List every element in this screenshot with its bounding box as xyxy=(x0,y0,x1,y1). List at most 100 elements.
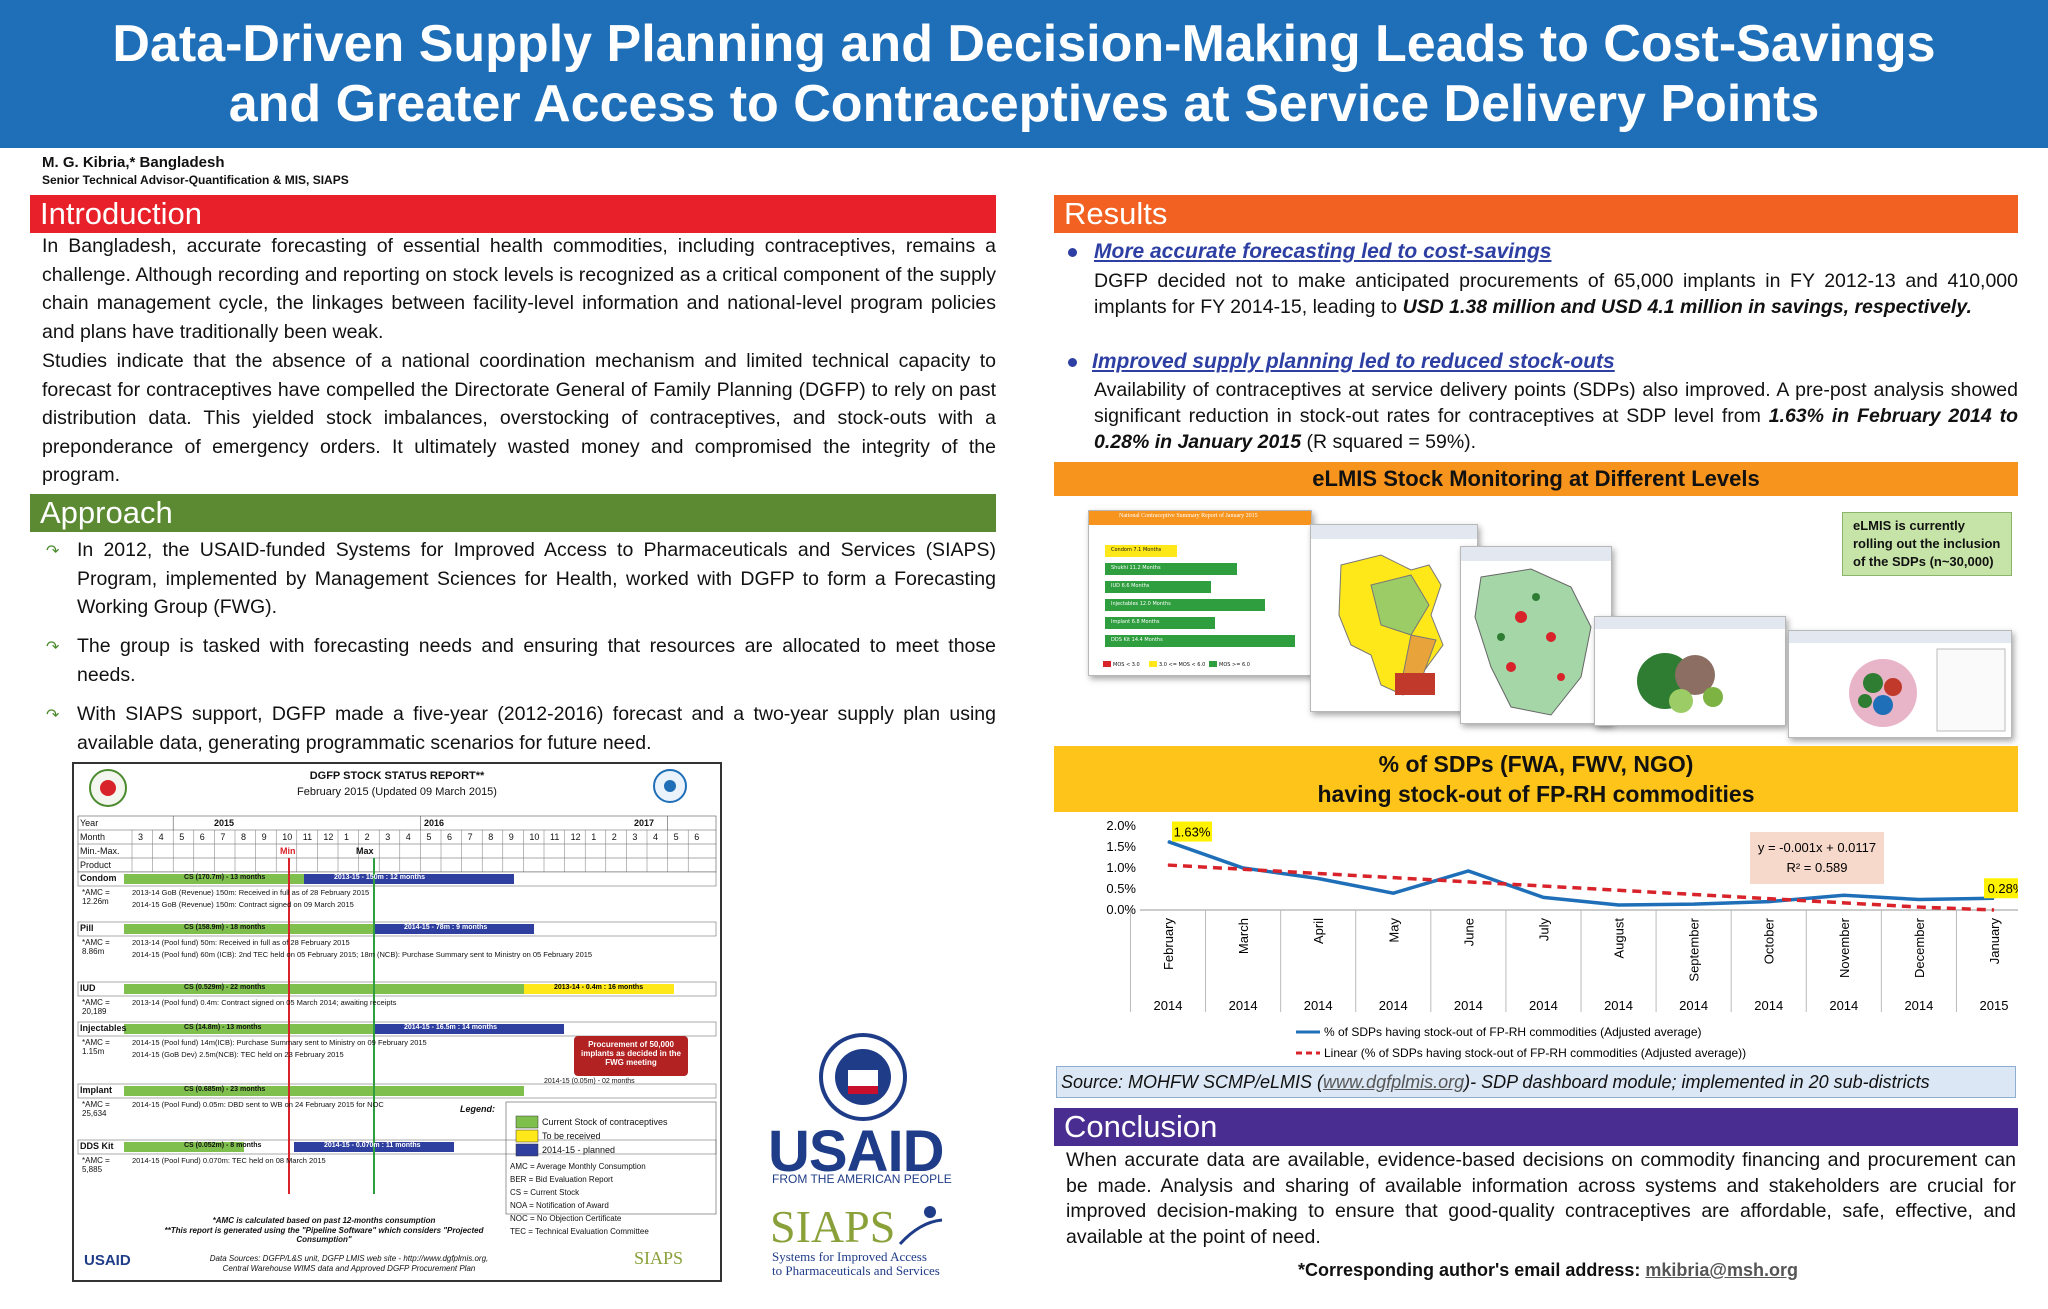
poster-title-banner: Data-Driven Supply Planning and Decision… xyxy=(0,0,2048,148)
x-year-label: 2014 xyxy=(1454,998,1483,1013)
elmis-bar-shukhi: Shukhi 11.2 Months xyxy=(1111,565,1161,571)
data-point xyxy=(1317,878,1319,879)
product-name: IUD xyxy=(80,983,96,993)
y-tick-label: 1.5% xyxy=(1106,839,1136,854)
x-tick-label: June xyxy=(1461,918,1476,946)
stockout-line-chart: 2.0% 1.5% 1.0% 0.5% 0.0% February 2014 March 20… xyxy=(1054,812,2018,1066)
stock-report-title: DGFP STOCK STATUS REPORT** xyxy=(309,770,485,782)
year-2015: 2015 xyxy=(214,818,235,828)
conclusion-text: When accurate data are available, eviden… xyxy=(1066,1149,2016,1248)
x-tick-label: August xyxy=(1612,918,1627,959)
data-sources: Data Sources: DGFP/L&S unit, DGFP LMIS w… xyxy=(209,1254,489,1263)
month-label: 7 xyxy=(467,832,473,842)
min-marker: Min xyxy=(280,846,296,856)
results-b2-tail: (R squared = 59%). xyxy=(1301,431,1477,453)
amc-value: *AMC = 25,634 xyxy=(82,1100,110,1118)
last-value-badge xyxy=(1984,878,2018,899)
author-email-link[interactable]: mkibria@msh.org xyxy=(1645,1260,1798,1280)
results-bullet-dot-1 xyxy=(1068,248,1077,257)
chart-subtitle: having stock-out of FP-RH commodities xyxy=(1317,781,1755,807)
month-label: 4 xyxy=(158,832,164,842)
row-label-product: Product xyxy=(80,860,112,870)
elmis-legend-yellow: 3.0 <= MOS < 6.0 xyxy=(1159,662,1206,668)
y-tick-label: 2.0% xyxy=(1106,818,1136,833)
arrow-bullet-icon: ↷ xyxy=(46,639,60,656)
data-point xyxy=(1993,909,1995,911)
abbrev-cs: CS = Current Stock xyxy=(510,1188,580,1197)
chart-title-bar: % of SDPs (FWA, FWV, NGO) having stock-o… xyxy=(1054,746,2018,812)
data-point xyxy=(1467,881,1469,883)
month-label: 10 xyxy=(529,832,540,842)
poster-title-line-2: and Greater Access to Contraceptives at … xyxy=(228,75,1820,133)
month-label: 9 xyxy=(261,832,267,842)
month-label: 5 xyxy=(179,832,185,842)
elmis-bubble-graphic xyxy=(1595,617,1785,713)
legend-planned: 2014-15 - planned xyxy=(542,1145,616,1155)
month-label: 4 xyxy=(653,832,659,842)
x-year-label: 2014 xyxy=(1304,998,1333,1013)
current-stock-bar xyxy=(124,1142,244,1152)
month-label: 2 xyxy=(611,832,617,842)
legend-to-be-received: To be received xyxy=(542,1131,601,1141)
siaps-tagline-1: Systems for Improved Access xyxy=(772,1249,927,1264)
product-name: Implant xyxy=(80,1085,113,1095)
elmis-bar-graphic xyxy=(1103,545,1295,667)
y-tick-label: 1.0% xyxy=(1106,860,1136,875)
district-map-icon xyxy=(1461,547,1611,716)
month-label: 5 xyxy=(673,832,679,842)
month-label: 6 xyxy=(447,832,453,842)
data-sources-2: Central Warehouse WIMS data and Approved… xyxy=(222,1264,476,1273)
planned-stock-label: 2014-15 - 16.5m : 14 months xyxy=(404,1024,497,1031)
approach-bullet-2: ↷ The group is tasked with forecasting n… xyxy=(42,632,996,689)
data-point xyxy=(1918,906,1920,908)
x-year-label: 2014 xyxy=(1604,998,1633,1013)
x-tick-label: February xyxy=(1161,918,1176,971)
x-year-label: 2014 xyxy=(1229,998,1258,1013)
planned-stock-bar xyxy=(524,984,674,994)
introduction-heading: Introduction xyxy=(30,195,996,233)
elmis-sdp-screenshot xyxy=(1788,630,2012,738)
procurement-status-line: 2013-14 (Pool fund) 0.4m: Contract signe… xyxy=(132,998,397,1007)
approach-bullet-3-text: With SIAPS support, DGFP made a five-yea… xyxy=(77,703,996,754)
last-value-label: 0.28% xyxy=(1988,881,2018,896)
bangladesh-region-map-icon xyxy=(1311,525,1477,696)
current-stock-label: CS (158.9m) - 18 months xyxy=(184,924,266,931)
series-line-linear-trend xyxy=(1167,863,1995,912)
planned-stock-label: 2014-15 - 78m : 9 months xyxy=(404,924,488,931)
source-link[interactable]: www.dgfplmis.org xyxy=(1323,1072,1465,1092)
author-name: M. G. Kibria,* Bangladesh xyxy=(42,154,225,171)
month-label: 11 xyxy=(550,832,560,842)
month-label: 6 xyxy=(199,832,205,842)
x-year-label: 2014 xyxy=(1829,998,1858,1013)
approach-bullet-1: ↷ In 2012, the USAID-funded Systems for … xyxy=(42,536,996,622)
data-point xyxy=(1317,872,1319,874)
month-label: 3 xyxy=(138,832,144,842)
current-stock-label: CS (0.685m) - 23 months xyxy=(184,1086,266,1093)
product-name: Injectables xyxy=(80,1023,127,1033)
elmis-legend-red: MOS < 3.0 xyxy=(1113,662,1140,668)
procurement-status-line: 2014-15 (Pool fund) 14m(ICB): Purchase S… xyxy=(132,1038,427,1047)
elmis-bar-injectables: Injectables 12.0 Months xyxy=(1111,601,1171,607)
stock-report-graphic xyxy=(77,769,717,1215)
planned-stock-bar xyxy=(374,924,534,934)
small-usaid-logo: USAID xyxy=(84,1252,131,1269)
month-label: 6 xyxy=(694,832,700,842)
planned-stock-label: 2014-15 - 0.070m : 11 months xyxy=(324,1142,421,1149)
planned-stock-label: 2013-14 - 0.4m : 16 months xyxy=(554,984,644,991)
row-label-year: Year xyxy=(80,818,99,828)
conclusion-heading: Conclusion xyxy=(1054,1108,2018,1146)
first-value-label: 1.63% xyxy=(1174,825,1211,840)
data-point xyxy=(1768,898,1770,900)
introduction-paragraph-1: In Bangladesh, accurate forecasting of e… xyxy=(42,235,996,343)
x-tick-label: October xyxy=(1762,917,1777,964)
arrow-bullet-icon: ↷ xyxy=(46,707,60,724)
chart-title: % of SDPs (FWA, FWV, NGO) xyxy=(1378,751,1694,777)
amc-value: *AMC = 8.86m xyxy=(82,938,110,956)
email-label: *Corresponding author's email address: xyxy=(1298,1260,1646,1280)
legend-series-actual: % of SDPs having stock-out of FP-RH comm… xyxy=(1324,1025,1701,1039)
results-bullet-1-title: More accurate forecasting led to cost-sa… xyxy=(1094,240,1552,263)
data-point xyxy=(1843,902,1845,904)
data-point xyxy=(1618,904,1620,906)
source-citation: Source: MOHFW SCMP/eLMIS (www.dgfplmis.o… xyxy=(1056,1066,2016,1098)
current-stock-bar xyxy=(124,874,304,884)
